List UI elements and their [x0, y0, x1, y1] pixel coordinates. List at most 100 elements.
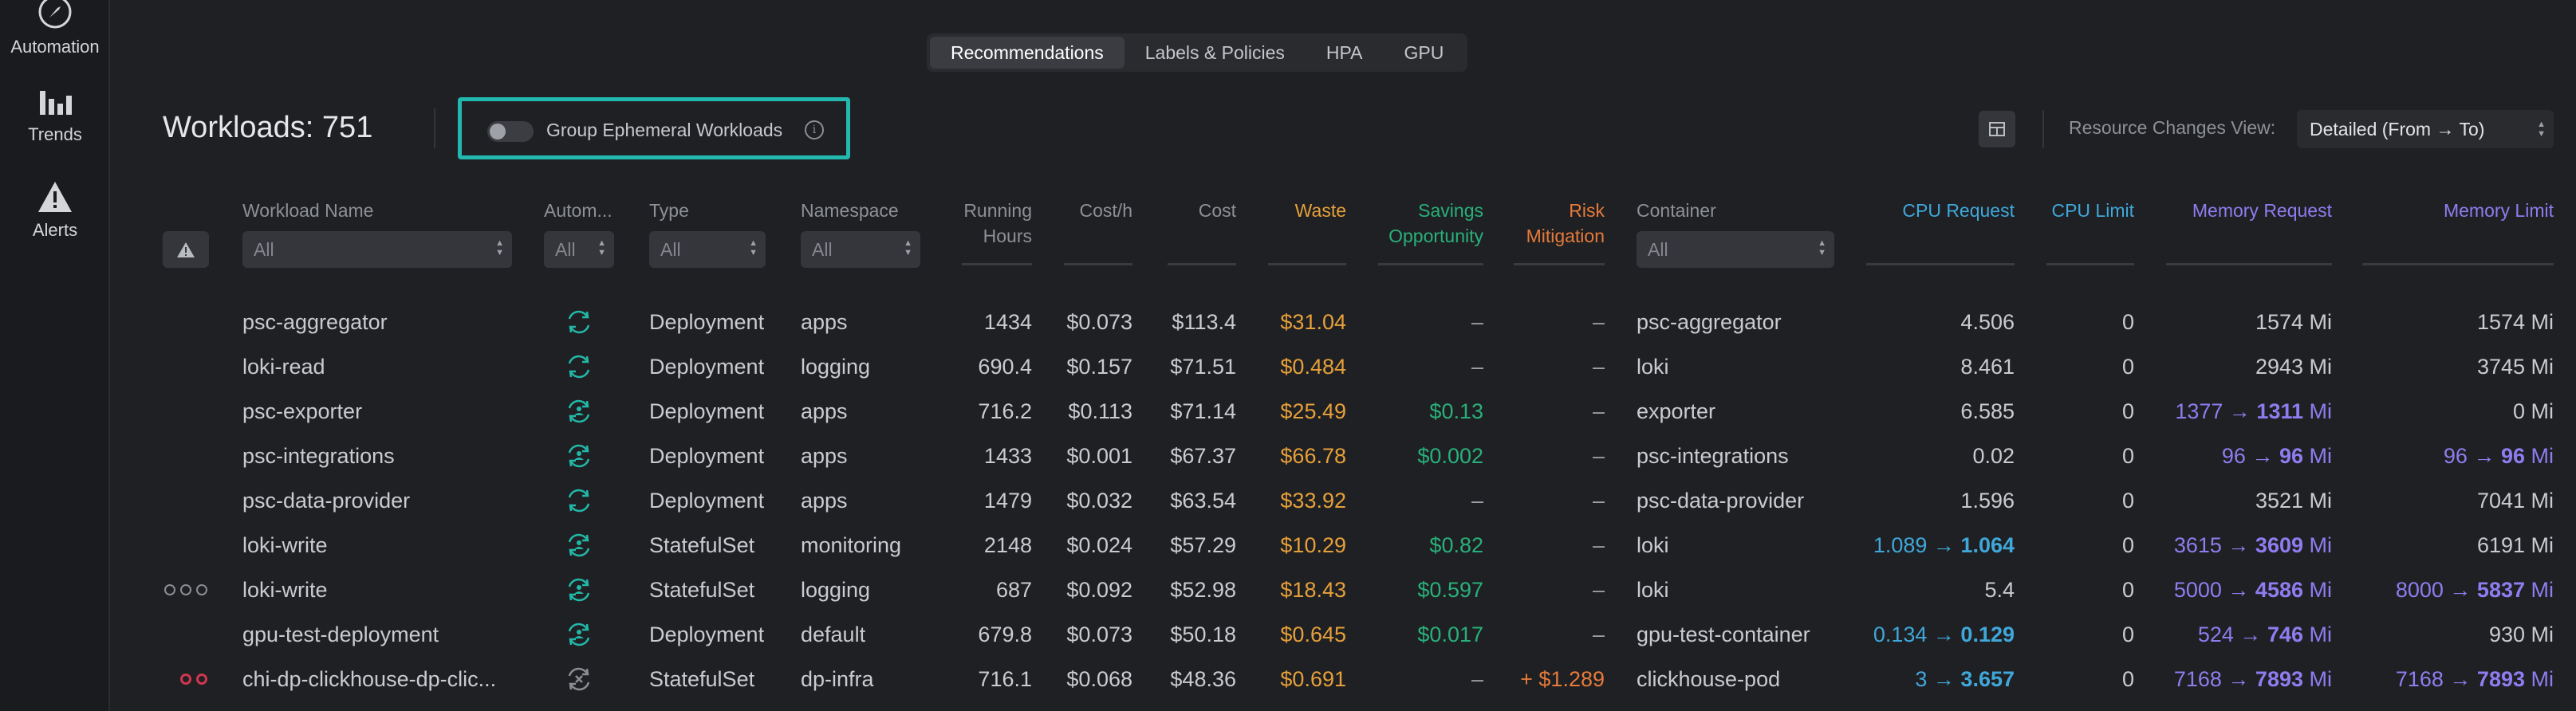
- group-ephemeral-label: Group Ephemeral Workloads: [546, 120, 783, 140]
- refresh-user-icon[interactable]: [565, 531, 593, 560]
- cell-risk: –: [1592, 623, 1605, 646]
- header-underline: [1064, 263, 1132, 265]
- col-namespace[interactable]: Namespace: [801, 200, 899, 221]
- resource-changes-view-select[interactable]: Detailed (From → To) ▲ ▼: [2297, 110, 2554, 148]
- info-icon[interactable]: i: [805, 120, 824, 139]
- col-automation[interactable]: Autom...: [544, 200, 612, 221]
- cell-cpu-limit: 0: [2121, 444, 2134, 468]
- table-view-button[interactable]: [1979, 111, 2015, 147]
- cell-workload-name[interactable]: loki-write: [242, 533, 328, 557]
- header-line: Savings: [1418, 200, 1483, 221]
- cell-container: loki: [1637, 355, 1669, 379]
- col-waste[interactable]: Waste: [1294, 200, 1346, 221]
- refresh-icon[interactable]: [565, 352, 593, 381]
- col-risk-mitigation[interactable]: Risk Mitigation: [1501, 198, 1605, 249]
- cell-workload-name[interactable]: chi-dp-clickhouse-dp-clic...: [242, 667, 497, 691]
- col-cpu-request[interactable]: CPU Request: [1902, 200, 2015, 221]
- resource-changes-view-value: Detailed (From → To): [2310, 119, 2485, 139]
- cell-running-hours: 690.4: [978, 355, 1032, 379]
- col-container[interactable]: Container: [1637, 200, 1716, 221]
- status-dot: [164, 584, 175, 595]
- select-arrows-icon: ▲ ▼: [1818, 238, 1826, 257]
- value-unit: Mi: [2525, 444, 2554, 468]
- sidebar-item-trends[interactable]: Trends: [0, 84, 110, 145]
- cell-memory-request: 3615 → 3609 Mi: [2141, 531, 2332, 560]
- cell-memory-request: 3521 Mi: [2141, 486, 2332, 515]
- status-dot: [180, 584, 191, 595]
- col-running-hours[interactable]: Running Hours: [949, 198, 1032, 249]
- cell-risk: –: [1592, 578, 1605, 602]
- cell-workload-name[interactable]: psc-aggregator: [242, 310, 388, 334]
- cell-namespace: apps: [801, 399, 848, 423]
- cell-cost: $63.54: [1170, 489, 1236, 513]
- value-from: 0 Mi: [2512, 399, 2554, 423]
- cell-memory-request: 1377 → 1311 Mi: [2141, 397, 2332, 426]
- refresh-x-icon[interactable]: [565, 665, 593, 693]
- cell-risk: –: [1592, 355, 1605, 379]
- cell-running-hours: 679.8: [978, 623, 1032, 646]
- cell-type: Deployment: [649, 310, 765, 334]
- refresh-icon[interactable]: [565, 308, 593, 336]
- group-ephemeral-toggle[interactable]: [487, 121, 534, 142]
- cell-waste: $66.78: [1280, 444, 1346, 468]
- cell-cost-h: $0.073: [1066, 310, 1132, 334]
- refresh-user-icon[interactable]: [565, 620, 593, 649]
- tab-labels-policies[interactable]: Labels & Policies: [1144, 42, 1285, 63]
- col-cost[interactable]: Cost: [1198, 200, 1236, 221]
- tab-hpa[interactable]: HPA: [1325, 42, 1363, 63]
- cell-workload-name[interactable]: loki-write: [242, 578, 328, 602]
- refresh-user-icon[interactable]: [565, 575, 593, 604]
- cell-container: psc-integrations: [1637, 444, 1789, 468]
- cell-cpu-request: 6.585: [1855, 397, 2015, 426]
- cell-running-hours: 716.1: [978, 667, 1032, 691]
- container-filter[interactable]: All ▲ ▼: [1637, 231, 1834, 268]
- col-cpu-limit[interactable]: CPU Limit: [2051, 200, 2134, 221]
- cell-waste: $18.43: [1280, 578, 1346, 602]
- cell-workload-name[interactable]: loki-read: [242, 355, 325, 379]
- cell-workload-name[interactable]: psc-data-provider: [242, 489, 411, 513]
- cell-memory-request: 96 → 96 Mi: [2141, 442, 2332, 470]
- sidebar-item-alerts[interactable]: Alerts: [0, 180, 110, 241]
- value-to: 0.129: [1960, 623, 2015, 646]
- cell-workload-name[interactable]: psc-integrations: [242, 444, 395, 468]
- refresh-icon[interactable]: [565, 486, 593, 515]
- value-from: 0.134 →: [1873, 623, 1961, 646]
- cell-cost: $71.14: [1170, 399, 1236, 423]
- cell-cpu-limit: 0: [2121, 623, 2134, 646]
- cell-type: Deployment: [649, 355, 765, 379]
- cell-cpu-request: 3 → 3.657: [1855, 665, 2015, 693]
- sidebar-item-label: Alerts: [32, 220, 78, 240]
- table-icon: [1989, 122, 2005, 136]
- col-workload-name[interactable]: Workload Name: [242, 200, 374, 221]
- resource-changes-view-label: Resource Changes View:: [2069, 117, 2276, 138]
- col-memory-limit[interactable]: Memory Limit: [2443, 200, 2554, 221]
- refresh-user-icon[interactable]: [565, 442, 593, 470]
- cell-running-hours: 1433: [983, 444, 1032, 468]
- cell-workload-name[interactable]: psc-exporter: [242, 399, 363, 423]
- issue-filter[interactable]: [163, 231, 209, 268]
- value-from: 1574 Mi: [2255, 310, 2332, 334]
- cell-risk: –: [1592, 399, 1605, 423]
- warning-icon: [38, 182, 72, 212]
- tab-recommendations[interactable]: Recommendations: [930, 37, 1125, 69]
- cell-cpu-limit: 0: [2121, 310, 2134, 334]
- cell-workload-name[interactable]: gpu-test-deployment: [242, 623, 439, 646]
- sidebar-item-automation[interactable]: Automation: [0, 0, 110, 57]
- value-from: 3745 Mi: [2476, 355, 2554, 379]
- workload-name-filter[interactable]: All ▲ ▼: [242, 231, 512, 268]
- type-filter[interactable]: All ▲ ▼: [649, 231, 766, 268]
- cell-running-hours: 2148: [983, 533, 1032, 557]
- filter-value: All: [1648, 239, 1668, 260]
- cell-memory-limit: 6191 Mi: [2354, 531, 2554, 560]
- tab-gpu[interactable]: GPU: [1404, 42, 1444, 63]
- automation-filter[interactable]: All ▲ ▼: [544, 231, 614, 268]
- col-type[interactable]: Type: [649, 200, 689, 221]
- cell-cpu-limit: 0: [2121, 533, 2134, 557]
- cell-cpu-limit: 0: [2121, 399, 2134, 423]
- namespace-filter[interactable]: All ▲ ▼: [801, 231, 920, 268]
- refresh-user-icon[interactable]: [565, 397, 593, 426]
- col-savings-opportunity[interactable]: Savings Opportunity: [1365, 198, 1483, 249]
- col-cost-h[interactable]: Cost/h: [1079, 200, 1132, 221]
- cell-cpu-limit: 0: [2121, 667, 2134, 691]
- col-memory-request[interactable]: Memory Request: [2192, 200, 2332, 221]
